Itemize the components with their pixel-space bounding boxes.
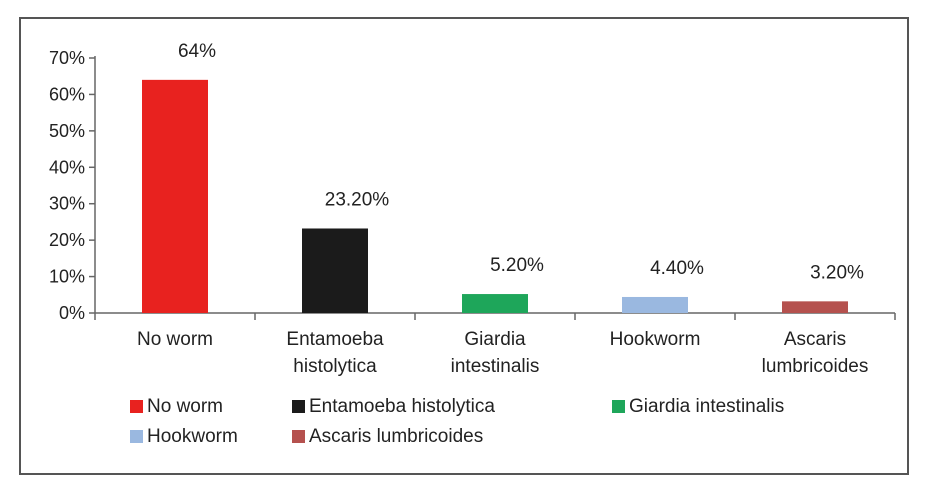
legend-label: Giardia intestinalis (629, 396, 784, 417)
x-category-label: Giardia (464, 329, 526, 350)
bar-no-worm (142, 79, 208, 313)
data-label: 23.20% (325, 189, 390, 210)
bar-hookworm (622, 296, 688, 313)
y-tick-label: 70% (49, 48, 85, 68)
data-label: 5.20% (490, 255, 544, 276)
y-tick-label: 50% (49, 121, 85, 141)
y-tick-label: 40% (49, 157, 85, 177)
legend-swatch (130, 400, 143, 413)
bar-giardia-intestinalis (462, 294, 528, 313)
legend-label: Entamoeba histolytica (309, 396, 495, 417)
axes: 0% 10% 20% 30% 40% 50% 60% 70% (49, 48, 896, 323)
y-tick-label: 10% (49, 267, 85, 287)
legend-swatch (130, 430, 143, 443)
bar-ascaris-lumbricoides (782, 301, 848, 313)
legend-swatch (612, 400, 625, 413)
x-category-label: Hookworm (610, 329, 701, 350)
bars (142, 79, 848, 313)
legend-label: No worm (147, 396, 223, 417)
x-category-label: Ascaris (784, 329, 846, 350)
y-tick-label: 20% (49, 230, 85, 250)
y-tick-label: 60% (49, 84, 85, 104)
x-category-label: No worm (137, 329, 213, 350)
data-label: 4.40% (650, 258, 704, 279)
y-tick-label: 30% (49, 194, 85, 214)
data-label: 64% (178, 41, 216, 62)
x-category-label: histolytica (293, 356, 377, 377)
data-label: 3.20% (810, 262, 864, 283)
bar-entamoeba-histolytica (302, 228, 368, 313)
legend-swatch (292, 430, 305, 443)
x-category-label: intestinalis (451, 356, 540, 377)
legend-label: Ascaris lumbricoides (309, 426, 483, 447)
labels: 64% No worm 23.20% Entamoeba histolytica 5.20… (137, 41, 868, 377)
legend: No worm Entamoeba histolytica Giardia inte… (130, 396, 784, 447)
y-tick-label: 0% (59, 303, 85, 323)
x-category-label: lumbricoides (762, 356, 869, 377)
x-category-label: Entamoeba (286, 329, 384, 350)
legend-label: Hookworm (147, 426, 238, 447)
legend-swatch (292, 400, 305, 413)
